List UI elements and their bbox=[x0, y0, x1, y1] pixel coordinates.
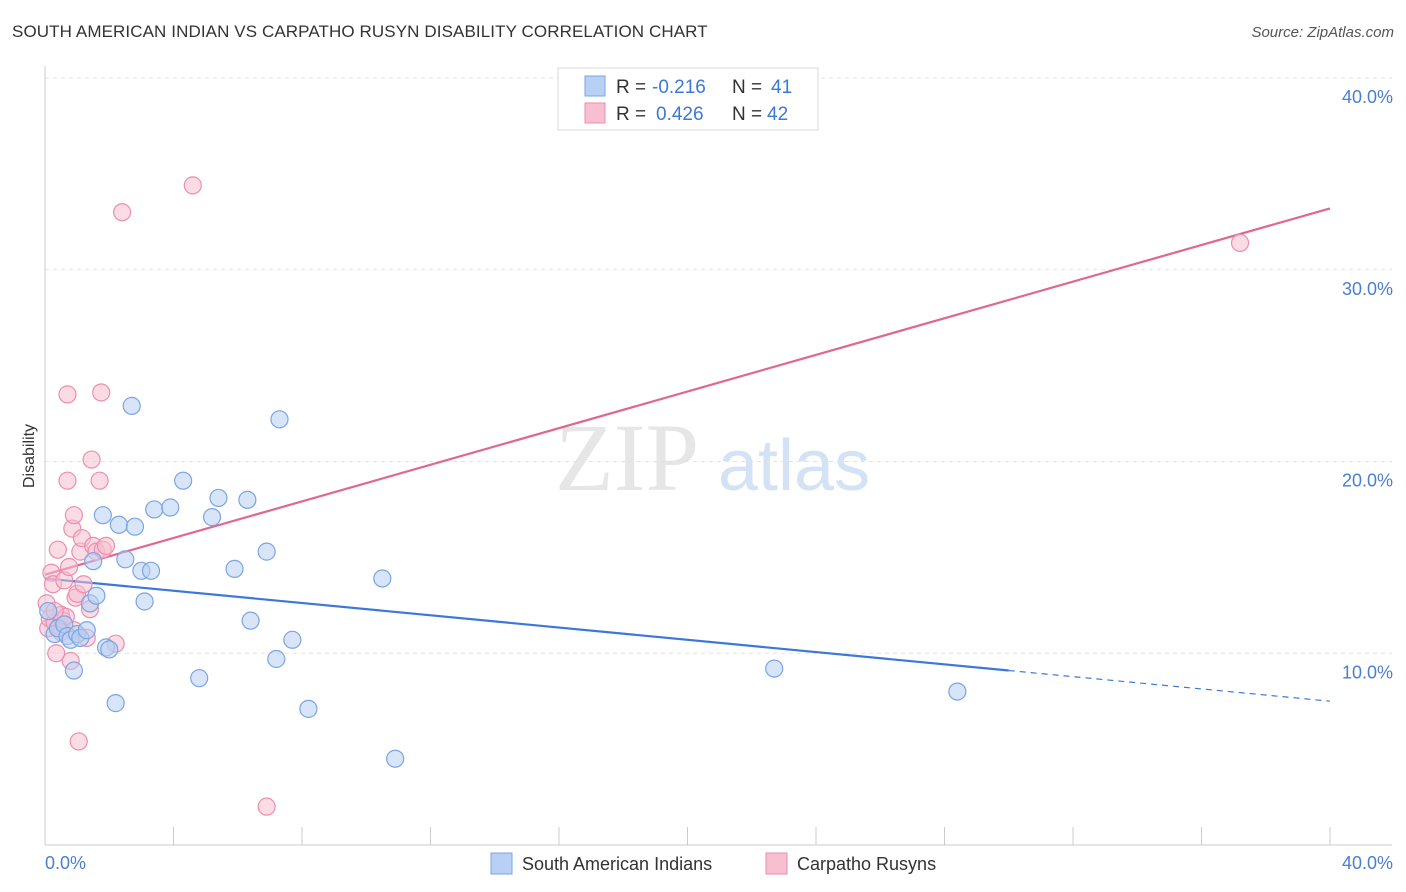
blue-point-32 bbox=[241, 611, 260, 630]
blue-point-38 bbox=[373, 569, 392, 588]
gridlines bbox=[45, 77, 1392, 654]
legend-n-label-blue: N = bbox=[732, 77, 762, 98]
legend-swatch-blue bbox=[584, 75, 606, 97]
blue-point-18 bbox=[116, 550, 135, 569]
legend-n-value-blue: 41 bbox=[771, 77, 792, 98]
blue-point-35 bbox=[270, 410, 289, 429]
blue-point-13 bbox=[93, 506, 112, 525]
y-tick-label-0: 10.0% bbox=[1342, 662, 1393, 682]
y-tick-label-1: 20.0% bbox=[1342, 471, 1393, 491]
pink-point-23 bbox=[74, 575, 93, 594]
blue-point-28 bbox=[202, 508, 222, 527]
blue-point-25 bbox=[161, 498, 180, 517]
blue-point-6 bbox=[64, 661, 84, 680]
blue-point-31 bbox=[238, 490, 257, 509]
legend-n-value-pink: 42 bbox=[767, 104, 788, 125]
blue-point-40 bbox=[765, 659, 784, 678]
series-legend: South American Indians Carpatho Rusyns bbox=[490, 852, 936, 875]
legend-r-label-blue: R = bbox=[616, 77, 646, 98]
blue-point-27 bbox=[190, 669, 209, 688]
tick-labels: 10.0% 20.0% 30.0% 40.0% 0.0% 40.0% bbox=[45, 87, 1393, 873]
blue-point-34 bbox=[267, 649, 286, 669]
legend-r-label-pink: R = bbox=[616, 104, 646, 125]
blue-point-16 bbox=[106, 694, 125, 713]
blue-point-11 bbox=[84, 552, 103, 571]
pink-point-7 bbox=[48, 540, 67, 559]
blue-point-17 bbox=[109, 515, 128, 534]
trend-line-pink bbox=[44, 207, 1331, 576]
pink-point-13 bbox=[58, 471, 77, 490]
blue-point-15 bbox=[100, 640, 119, 659]
blue-point-29 bbox=[209, 488, 228, 508]
watermark-atlas: atlas bbox=[718, 426, 870, 506]
blue-point-9 bbox=[77, 621, 96, 640]
blue-point-30 bbox=[225, 559, 244, 578]
trend-lines bbox=[44, 207, 1331, 702]
blue-point-33 bbox=[257, 542, 276, 561]
blue-point-39 bbox=[386, 749, 405, 768]
y-tick-label-2: 30.0% bbox=[1342, 279, 1393, 299]
pink-point-36 bbox=[58, 385, 77, 404]
blue-point-26 bbox=[174, 471, 193, 490]
pink-point-30 bbox=[92, 383, 111, 402]
y-axis-label: Disability bbox=[21, 424, 38, 488]
pink-point-37 bbox=[257, 797, 276, 816]
pink-point-17 bbox=[64, 506, 84, 525]
trend-line-blue-extension bbox=[1008, 669, 1331, 702]
pink-point-26 bbox=[82, 450, 101, 469]
series-legend-label-blue: South American Indians bbox=[522, 854, 712, 874]
pink-point-34 bbox=[112, 203, 132, 222]
stats-legend: R = -0.216 N = 41 R = 0.426 N = 42 bbox=[557, 67, 819, 131]
blue-point-0 bbox=[39, 601, 58, 621]
pink-point-35 bbox=[183, 176, 202, 195]
blue-point-12 bbox=[87, 586, 106, 605]
pink-point-32 bbox=[96, 536, 116, 555]
blue-point-37 bbox=[299, 699, 318, 718]
series-legend-swatch-blue bbox=[490, 852, 513, 875]
pink-point-20 bbox=[69, 732, 88, 751]
legend-swatch-pink bbox=[584, 102, 606, 124]
blue-point-24 bbox=[145, 500, 164, 519]
pink-point-14 bbox=[59, 557, 79, 577]
watermark-zip: ZIP bbox=[555, 404, 699, 511]
legend-r-value-blue: -0.216 bbox=[652, 77, 706, 98]
blue-point-36 bbox=[283, 630, 302, 649]
blue-point-19 bbox=[122, 396, 141, 415]
series-legend-swatch-pink bbox=[765, 852, 788, 875]
source-label: Source: ZipAtlas.com bbox=[1251, 24, 1394, 41]
blue-point-41 bbox=[948, 682, 967, 701]
series-legend-label-pink: Carpatho Rusyns bbox=[797, 854, 936, 874]
blue-point-23 bbox=[141, 561, 161, 580]
data-points bbox=[37, 176, 1250, 816]
chart-title: SOUTH AMERICAN INDIAN VS CARPATHO RUSYN … bbox=[12, 22, 708, 41]
pink-point-38 bbox=[1230, 233, 1250, 253]
x-tick-label-1: 40.0% bbox=[1342, 853, 1393, 873]
pink-point-29 bbox=[90, 471, 109, 490]
blue-point-22 bbox=[135, 592, 154, 611]
trend-line-blue bbox=[44, 577, 1009, 672]
legend-r-value-pink: 0.426 bbox=[656, 104, 704, 125]
blue-point-20 bbox=[125, 517, 145, 536]
pink-point-6 bbox=[47, 644, 66, 663]
legend-n-label-pink: N = bbox=[732, 104, 762, 125]
x-tick-label-0: 0.0% bbox=[45, 853, 86, 873]
y-tick-label-3: 40.0% bbox=[1342, 87, 1393, 107]
axes bbox=[44, 66, 1392, 846]
